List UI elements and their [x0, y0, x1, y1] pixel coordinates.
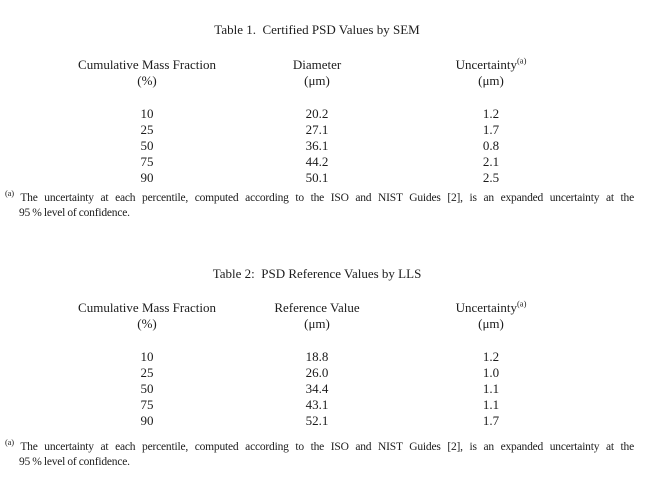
column-header: Diameter [217, 57, 417, 73]
table1-column-mass-fraction: Cumulative Mass Fraction (%) 10 25 50 75… [7, 57, 287, 186]
table-cell: 90 [140, 170, 154, 185]
table1-column-diameter: Diameter (μm) 20.2 27.1 36.1 44.2 50.1 [217, 57, 417, 186]
footnote-line1: (a) The uncertainty at each percentile, … [5, 437, 634, 455]
table2-title: Table 2: PSD Reference Values by LLS [212, 266, 422, 281]
column-unit: (%) [137, 316, 157, 331]
column-header-label: Uncertainty [455, 57, 517, 72]
header-body-gap [391, 332, 591, 349]
footnote-line2: 95 % level of confidence. [19, 207, 130, 219]
table1-title: Table 1. Certified PSD Values by SEM [214, 22, 420, 37]
table-cell: 25 [140, 122, 154, 137]
table-cell: 25 [140, 365, 154, 380]
table-cell: 34.4 [305, 381, 329, 396]
table2: Cumulative Mass Fraction (%) 10 25 50 75… [0, 298, 660, 430]
column-header-label: Cumulative Mass Fraction [78, 300, 216, 315]
table-cell: 50 [140, 381, 154, 396]
column-header-label: Uncertainty [455, 300, 517, 315]
table-cell: 75 [140, 154, 154, 169]
footnote-marker: (a) [5, 437, 14, 448]
table-cell: 2.5 [482, 170, 500, 185]
table-cell: 1.1 [482, 381, 500, 396]
column-unit: (μm) [304, 316, 330, 331]
column-header-label: Cumulative Mass Fraction [78, 57, 216, 72]
column-header-label: Reference Value [274, 300, 360, 315]
table-cell: 43.1 [305, 397, 329, 412]
table-cell: 50 [140, 138, 154, 153]
table-cell: 52.1 [305, 413, 329, 428]
footnote-text: The uncertainty at each percentile, comp… [20, 441, 634, 453]
column-header: Uncertainty(a) [391, 55, 591, 73]
table-cell: 44.2 [305, 154, 329, 169]
footnote-marker: (a) [5, 188, 14, 199]
table-cell: 0.8 [482, 138, 500, 153]
table-cell: 1.2 [482, 349, 500, 364]
column-header: Reference Value [217, 300, 417, 316]
table-cell: 36.1 [305, 138, 329, 153]
column-header-sup: (a) [516, 55, 527, 66]
footnote-line2: 95 % level of confidence. [19, 456, 130, 468]
table-cell: 90 [140, 413, 154, 428]
column-unit: (μm) [478, 316, 504, 331]
table-cell: 2.1 [482, 154, 500, 169]
table-cell: 26.0 [305, 365, 329, 380]
column-unit: (μm) [304, 73, 330, 88]
footnote-line1: (a) The uncertainty at each percentile, … [5, 188, 634, 206]
table1: Cumulative Mass Fraction (%) 10 25 50 75… [0, 55, 660, 187]
table-cell: 10 [140, 106, 154, 121]
header-body-gap [217, 332, 417, 349]
table-cell: 1.7 [482, 122, 500, 137]
table-cell: 18.8 [305, 349, 329, 364]
column-unit: (μm) [478, 73, 504, 88]
table-cell: 1.7 [482, 413, 500, 428]
table2-column-mass-fraction: Cumulative Mass Fraction (%) 10 25 50 75… [7, 300, 287, 429]
header-body-gap [217, 89, 417, 106]
table-cell: 75 [140, 397, 154, 412]
column-header-sup: (a) [516, 298, 527, 309]
table2-footnote: (a) The uncertainty at each percentile, … [5, 437, 634, 470]
footnote-text: The uncertainty at each percentile, comp… [20, 192, 634, 204]
table-cell: 1.1 [482, 397, 500, 412]
column-header: Cumulative Mass Fraction [7, 57, 287, 73]
table-cell: 1.0 [482, 365, 500, 380]
column-header: Uncertainty(a) [391, 298, 591, 316]
table2-column-uncertainty: Uncertainty(a) (μm) 1.2 1.0 1.1 1.1 1.7 [391, 298, 591, 429]
table-cell: 10 [140, 349, 154, 364]
table1-column-uncertainty: Uncertainty(a) (μm) 1.2 1.7 0.8 2.1 2.5 [391, 55, 591, 186]
table-cell: 20.2 [305, 106, 329, 121]
table-cell: 50.1 [305, 170, 329, 185]
column-header-label: Diameter [292, 57, 342, 72]
column-unit: (%) [137, 73, 157, 88]
header-body-gap [391, 89, 591, 106]
table-cell: 1.2 [482, 106, 500, 121]
table2-column-reference-value: Reference Value (μm) 18.8 26.0 34.4 43.1… [217, 300, 417, 429]
column-header: Cumulative Mass Fraction [7, 300, 287, 316]
table1-footnote: (a) The uncertainty at each percentile, … [5, 188, 634, 221]
table-cell: 27.1 [305, 122, 329, 137]
